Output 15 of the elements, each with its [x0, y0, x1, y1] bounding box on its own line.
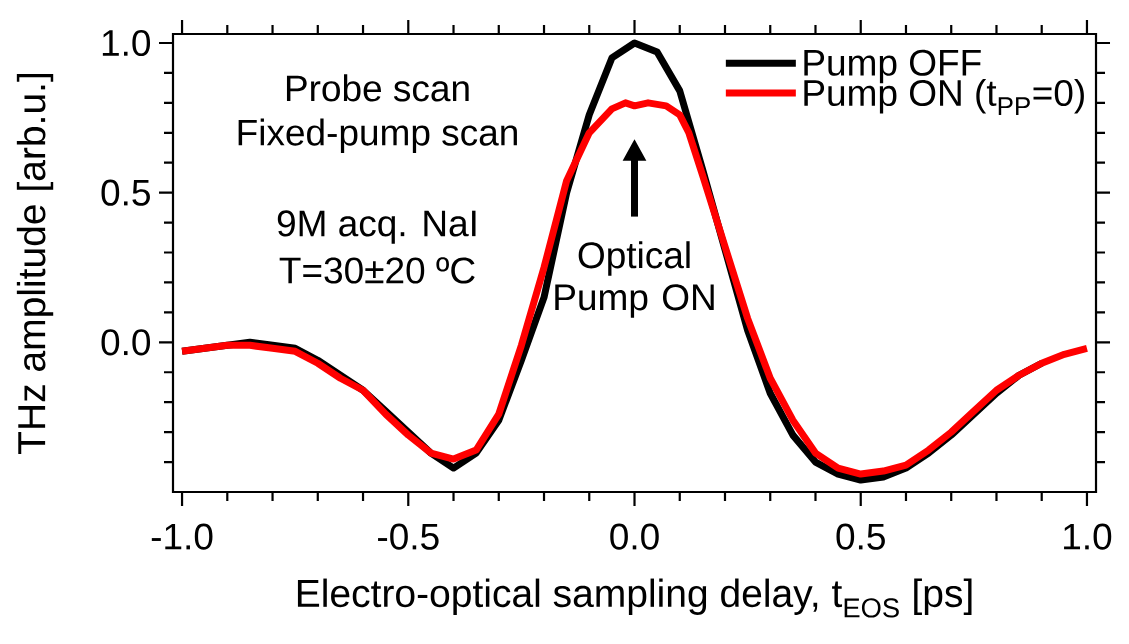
y-tick-label: 0.0: [101, 329, 151, 356]
annotation: 9M acq. NaI: [277, 210, 476, 244]
y-axis-title: THz amplitude [arb.u.]: [16, 74, 54, 454]
x-tick-label: 0.0: [610, 523, 659, 550]
annotation: Optical Pump ON: [555, 241, 714, 318]
y-tick-label: 1.0: [102, 29, 151, 57]
x-axis-title: Electro-optical sampling delay, t$_{EOS}$ [ps]: [297, 578, 972, 618]
annotation: Fixed-pump scan: [238, 118, 517, 154]
x-tick-label: 1.0: [1064, 523, 1112, 550]
x-tick-label: -1.0: [151, 523, 213, 550]
y-tick-label: 0.5: [101, 179, 150, 206]
x-tick-label: -0.5: [378, 523, 439, 550]
annotation: Probe scan: [286, 74, 469, 102]
annotation: T=30±20 ºC: [279, 257, 475, 284]
x-tick-label: 0.5: [836, 523, 885, 550]
